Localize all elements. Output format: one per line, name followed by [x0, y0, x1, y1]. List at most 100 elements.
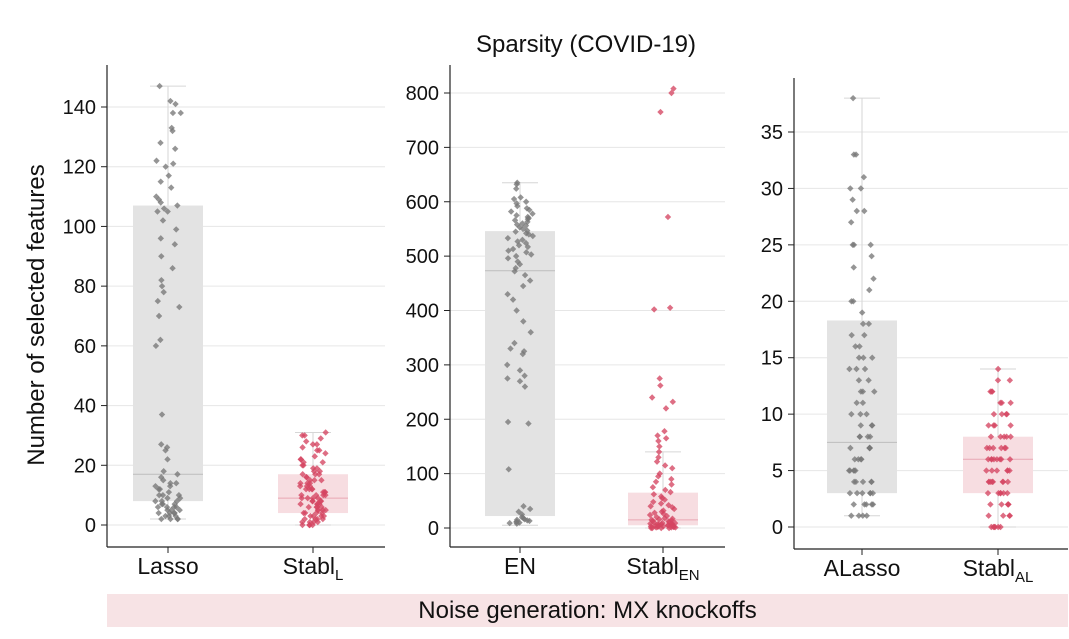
data-point-stabl-al — [1003, 410, 1010, 418]
data-point-alasso — [847, 444, 854, 452]
data-point-stabl-l — [314, 518, 321, 526]
y-tick-label: 40 — [74, 396, 96, 418]
data-point-stabl-al — [986, 444, 993, 452]
data-point-stabl-l — [322, 506, 329, 514]
data-point-stabl-l — [319, 515, 327, 523]
data-point-lasso — [158, 253, 165, 260]
data-point-alasso — [850, 478, 858, 486]
data-point-stabl-al — [990, 410, 998, 418]
data-point-lasso — [157, 139, 164, 147]
data-point-lasso — [159, 491, 167, 499]
data-point-stabl-l — [315, 471, 323, 478]
data-point-stabl-l — [304, 494, 311, 502]
data-point-lasso — [160, 468, 167, 475]
data-point-stabl-al — [987, 433, 995, 440]
y-tick-label: 5 — [772, 461, 783, 483]
data-point-stabl-l — [312, 471, 319, 478]
data-point-lasso — [162, 163, 169, 170]
data-point-stabl-l — [309, 485, 316, 493]
data-point-alasso — [859, 489, 866, 497]
data-point-lasso — [156, 485, 164, 493]
data-point-lasso — [158, 515, 165, 523]
data-point-en — [504, 290, 511, 298]
data-point-lasso — [171, 241, 179, 248]
data-point-stabl-en — [646, 511, 654, 519]
data-point-lasso — [158, 500, 166, 508]
data-point-stabl-en — [661, 462, 669, 469]
data-point-stabl-en — [666, 304, 674, 311]
data-point-en — [516, 377, 524, 385]
data-point-stabl-en — [661, 496, 668, 503]
data-point-en — [516, 367, 524, 374]
y-tick-label: 10 — [761, 404, 783, 426]
data-point-stabl-en — [661, 515, 668, 522]
data-point-stabl-l — [309, 521, 316, 529]
y-tick-label: 20 — [74, 455, 96, 477]
data-point-alasso — [855, 456, 862, 463]
x-tick-label-stabl-al: StablAL — [963, 555, 1034, 586]
data-point-en — [526, 505, 534, 513]
data-point-stabl-en — [652, 524, 660, 531]
data-point-lasso — [157, 178, 164, 185]
data-point-en — [520, 503, 527, 510]
data-point-stabl-en — [672, 524, 679, 531]
data-point-alasso — [853, 399, 860, 407]
data-point-alasso — [849, 94, 857, 102]
data-point-alasso — [869, 489, 877, 497]
data-point-lasso — [152, 342, 160, 350]
data-point-lasso — [177, 109, 184, 117]
data-point-stabl-en — [670, 505, 678, 513]
data-point-en — [504, 234, 512, 242]
data-point-stabl-en — [651, 509, 658, 516]
panel-alasso: 0 5 10 15 20 25 30 35 ALasso StablAL — [761, 78, 1068, 586]
data-point-stabl-al — [1007, 422, 1014, 429]
data-point-en — [520, 348, 528, 355]
data-point-alasso — [847, 185, 854, 192]
data-point-stabl-al — [1006, 512, 1014, 519]
data-point-lasso — [158, 441, 165, 448]
data-point-lasso — [170, 509, 178, 517]
data-point-stabl-en — [655, 473, 662, 480]
data-point-alasso — [865, 320, 873, 328]
data-point-stabl-al — [998, 444, 1005, 452]
data-point-alasso — [849, 241, 856, 249]
data-point-stabl-en — [662, 435, 670, 442]
data-point-lasso — [166, 509, 174, 517]
y-tick-label: 100 — [63, 216, 96, 238]
data-point-stabl-en — [667, 488, 674, 496]
data-point-stabl-en — [669, 464, 676, 472]
figure-title: Sparsity (COVID-19) — [476, 31, 696, 58]
data-point-stabl-l — [306, 521, 313, 529]
panel-en: 0 100 200 300 400 500 600 700 800 EN StablEN — [406, 65, 725, 584]
data-point-en — [504, 375, 511, 382]
data-point-en — [504, 255, 512, 262]
data-point-stabl-al — [997, 399, 1004, 407]
data-point-en — [507, 345, 514, 352]
data-point-stabl-al — [1004, 467, 1011, 474]
data-point-stabl-al — [985, 456, 992, 463]
data-point-alasso — [869, 354, 876, 361]
data-point-stabl-l — [299, 444, 306, 451]
data-point-lasso — [169, 160, 177, 167]
data-point-stabl-al — [983, 467, 990, 474]
data-point-lasso — [174, 471, 181, 478]
data-point-alasso — [859, 320, 867, 328]
box-lasso — [133, 205, 203, 502]
data-point-lasso — [169, 127, 176, 135]
data-point-stabl-l — [301, 432, 308, 439]
data-point-stabl-en — [650, 491, 658, 498]
data-point-stabl-en — [647, 503, 654, 510]
data-point-en — [521, 271, 529, 279]
data-point-stabl-l — [296, 482, 304, 490]
data-point-alasso — [856, 433, 864, 440]
data-point-alasso — [848, 512, 855, 519]
data-point-lasso — [176, 506, 183, 514]
y-tick-label: 80 — [74, 276, 96, 298]
data-point-alasso — [868, 501, 876, 508]
data-point-stabl-l — [305, 503, 312, 511]
data-point-stabl-al — [988, 388, 995, 395]
data-point-stabl-en — [658, 494, 666, 502]
data-point-alasso — [857, 410, 864, 418]
data-point-stabl-l — [299, 471, 306, 478]
data-point-en — [526, 277, 534, 284]
